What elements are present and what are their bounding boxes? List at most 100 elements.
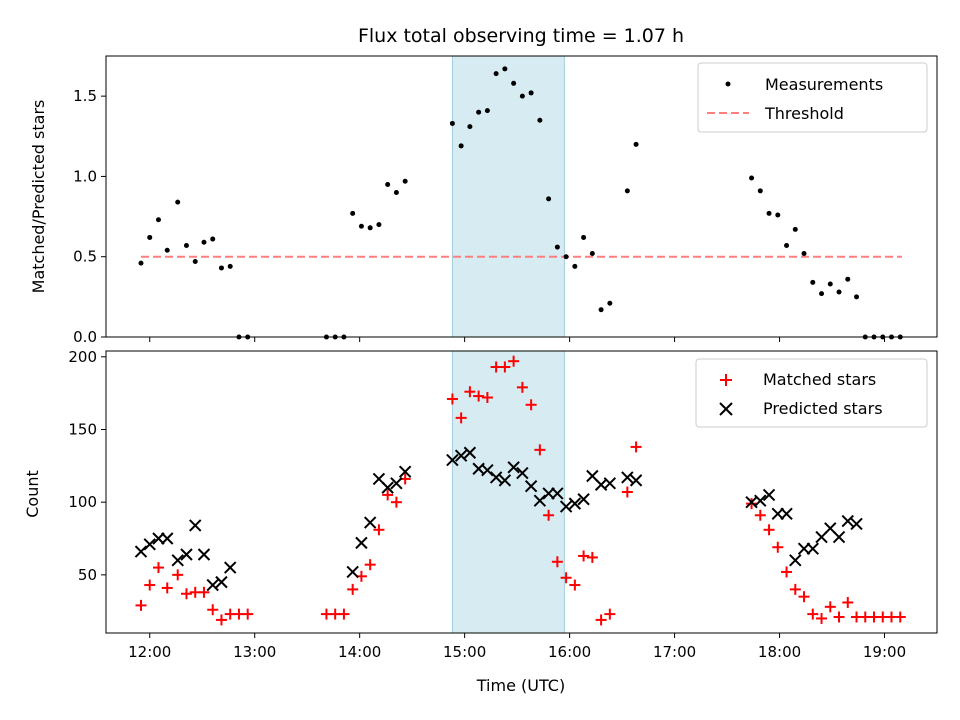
measurement-point [402,178,408,184]
predicted-star-point [832,530,846,544]
x-tick-label: 13:00 [233,643,276,661]
legend-matched-label: Matched stars [763,370,876,389]
legend-measurements-marker [725,81,731,87]
predicted-star-point [161,532,174,545]
matched-star-point [464,386,476,398]
legend-measurements-label: Measurements [765,75,883,94]
matched-star-point [816,612,828,624]
matched-star-point [172,569,184,581]
measurement-point [358,223,364,229]
bottom-y-tick-label: 100 [68,493,97,511]
measurement-point [854,294,860,300]
matched-star-point [772,541,784,553]
measurement-point [792,226,798,232]
measurement-point [511,80,517,86]
measurement-point [147,234,153,240]
predicted-star-point [463,446,477,459]
legend-threshold-label: Threshold [764,104,844,123]
bottom-y-tick-label: 50 [78,566,97,584]
matched-star-point [630,441,642,453]
chart-title: Flux total observing time = 1.07 h [358,25,684,47]
top-legend-box [697,62,928,133]
measurement-point [175,199,181,205]
x-tick-label: 12:00 [128,643,171,661]
matched-star-point [824,601,836,613]
matched-star-point [604,608,616,620]
matched-star-point [781,566,793,578]
top-plot-frame [105,55,938,338]
x-tick-label: 14:00 [338,643,381,661]
matched-star-point [242,608,254,620]
bottom-panel: 50 100 150 200 12:00 13:00 14:00 15:00 16:00 17:… [23,348,938,695]
predicted-star-point [789,554,802,567]
x-tick-label: 15:00 [443,643,486,661]
predicted-star-point [780,507,793,521]
measurement-point [201,239,207,245]
measurement-point [607,300,613,306]
top-panel: 0.0 0.5 1.0 1.5 Matched/Predicted stars Mea… [29,55,938,346]
predicted-star-point [551,487,564,500]
measurement-point [376,222,382,228]
measurement-point [598,307,604,313]
matched-star-point [135,599,147,611]
matched-star-point [560,572,572,584]
matched-star-point [481,392,493,404]
bottom-plot-frame [105,350,938,634]
measurement-point [819,291,825,297]
matched-star-point [144,579,156,591]
measurement-point [183,242,189,248]
predicted-star-point [754,494,767,507]
measurement-point [784,242,790,248]
measurement-point [528,90,534,96]
predicted-star-point [621,471,634,484]
predicted-star-point [206,578,219,592]
measurement-point [210,236,216,242]
bottom-y-tick-label: 150 [68,420,97,438]
predicted-star-point [850,517,863,531]
top-shaded-region [451,55,565,338]
measurement-point [493,71,499,77]
legend-predicted-marker [719,402,733,416]
matched-star-point [382,489,394,501]
predicted-star-point [171,554,184,567]
predicted-star-point [559,500,573,513]
matched-star-point [516,381,528,393]
measurement-point [801,251,807,257]
matched-star-point [586,551,598,563]
matched-star-point [807,608,819,620]
measurement-point [775,212,781,218]
predicted-star-point [629,474,643,487]
top-y-tick-label: 0.0 [73,328,97,346]
measurement-point [749,175,755,181]
matched-star-point [198,586,210,598]
matched-star-point [754,509,766,521]
matched-star-point [180,588,192,600]
measurement-point [227,263,233,269]
measurement-point [449,120,455,126]
predicted-star-point [189,519,202,532]
measurement-point [581,234,587,240]
measurement-point [484,108,490,114]
legend-predicted-label: Predicted stars [763,399,883,418]
matched-star-point [207,604,219,616]
bottom-y-tick-label: 200 [68,348,97,366]
predicted-star-point [841,514,854,528]
predicted-star-point [381,481,394,494]
x-tick-label: 18:00 [758,643,801,661]
measurement-point [458,143,464,149]
measurement-point [624,188,630,194]
measurement-point [633,141,639,147]
measurement-point [836,289,842,295]
matched-star-point [534,444,546,456]
measurement-point [192,259,198,265]
predicted-star-point [516,466,529,480]
measurement-point [476,109,482,115]
measurement-point [519,93,525,99]
predicted-star-point [762,488,776,502]
predicted-star-point [180,548,193,561]
measurement-point [218,265,224,271]
predicted-star-point [533,494,547,507]
predicted-star-point [398,465,412,478]
matched-star-point [746,498,758,510]
matched-star-point [473,390,485,402]
